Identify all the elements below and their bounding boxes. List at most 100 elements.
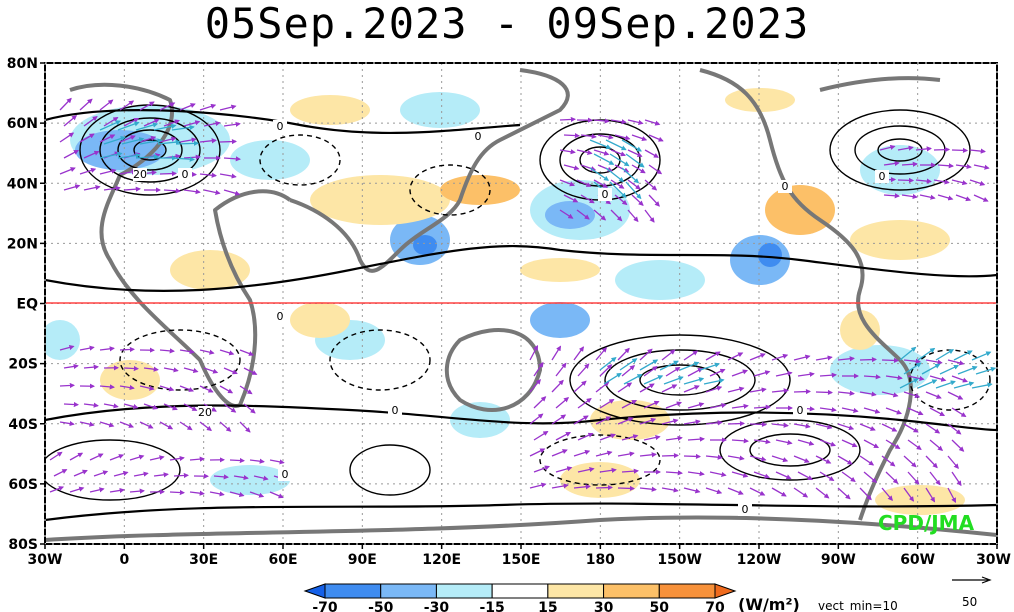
wind-vector	[623, 374, 643, 385]
wind-vector	[63, 401, 80, 408]
wind-vector	[595, 381, 610, 393]
wind-vector	[661, 349, 676, 361]
wind-vector	[617, 382, 633, 393]
wind-vector	[975, 366, 997, 375]
wind-vector	[837, 455, 853, 465]
lon-tick-label: 30E	[189, 552, 218, 568]
wind-vector	[103, 403, 119, 409]
contour-label-bg	[273, 310, 287, 323]
wind-vector	[563, 132, 581, 139]
wind-vector	[597, 164, 613, 172]
wind-vector	[929, 407, 946, 417]
wind-vector	[179, 348, 195, 355]
wind-vector	[169, 455, 185, 462]
wind-vector	[610, 209, 623, 222]
wind-vector	[879, 144, 896, 151]
wind-vector	[199, 138, 217, 144]
contour-labels: 20 0 0 0 0 0 20 0 0 0 0 0 0	[133, 120, 889, 516]
wind-vector	[771, 455, 789, 463]
wind-vector	[951, 439, 965, 452]
contour-label-bg	[875, 170, 889, 183]
wind-vector	[59, 382, 76, 389]
wind-vector	[621, 434, 639, 441]
wind-vector	[705, 487, 723, 495]
wind-vector	[123, 186, 141, 192]
wind-vector	[179, 103, 196, 111]
wind-vector	[915, 178, 932, 184]
wind-vector	[573, 380, 587, 393]
wind-vector	[605, 167, 625, 183]
wind-vector	[951, 407, 967, 418]
wind-vector	[63, 149, 80, 159]
wind-vector	[625, 153, 645, 168]
wind-vector	[903, 487, 915, 502]
lon-tick-label: 30W	[976, 552, 1011, 568]
wind-vector	[99, 120, 122, 131]
wind-vector	[249, 458, 265, 464]
wind-vector	[199, 349, 215, 355]
legend-level-label: -15	[479, 600, 504, 612]
wind-vector	[797, 471, 814, 481]
wind-vector	[199, 172, 217, 178]
lat-tick-label: 60N	[7, 116, 38, 132]
wind-vector	[109, 454, 125, 461]
wind-vector	[797, 371, 815, 377]
wind-vector	[925, 455, 938, 469]
legend-level-label: 70	[705, 600, 725, 612]
wind-vector	[159, 170, 178, 177]
wind-vector	[815, 423, 833, 430]
wind-vector	[639, 486, 657, 492]
wind-vector	[119, 100, 135, 111]
wind-vector	[580, 194, 595, 204]
wind-vector	[609, 153, 630, 167]
wind-vector	[159, 385, 175, 392]
legend-level-label: -50	[368, 600, 394, 612]
wind-vector	[683, 487, 701, 494]
wind-vector	[63, 184, 81, 191]
wind-vector	[589, 139, 612, 150]
wind-vector	[79, 133, 95, 143]
wind-vector	[947, 359, 965, 366]
wind-vector	[819, 372, 837, 378]
wind-vector	[83, 150, 100, 159]
wind-vector	[659, 360, 679, 371]
wind-vector	[243, 403, 256, 414]
wind-vector	[59, 167, 76, 175]
wind-vector	[610, 119, 627, 125]
wind-vector	[614, 134, 631, 141]
wind-vector	[49, 451, 63, 461]
legend-color-box	[435, 583, 493, 599]
wind-vector	[559, 209, 574, 219]
wind-vector	[921, 363, 941, 375]
wind-vector	[643, 434, 661, 441]
wind-vector	[169, 489, 186, 496]
wind-vector	[837, 487, 851, 500]
wind-vector	[79, 98, 93, 111]
wind-vector	[885, 439, 901, 450]
lat-tick-label: EQ	[17, 297, 39, 313]
wind-vector	[593, 153, 615, 165]
wind-vector	[59, 132, 75, 143]
wind-vector	[661, 384, 678, 393]
wind-vector	[899, 378, 919, 389]
wind-vector	[143, 366, 159, 372]
wind-vector	[939, 364, 960, 375]
wind-vector	[771, 353, 789, 361]
wind-vector	[143, 118, 160, 127]
wind-vector	[639, 452, 657, 458]
wind-vector	[665, 401, 683, 409]
wind-vector	[841, 471, 856, 483]
wind-vector	[683, 377, 705, 385]
wind-vector	[929, 375, 947, 382]
wind-vector	[648, 134, 664, 142]
reference-vector-label: 50	[962, 595, 977, 609]
legend-color-box	[658, 583, 716, 599]
wind-vector	[179, 137, 197, 143]
wind-vector	[233, 474, 249, 481]
wind-vector	[89, 453, 104, 461]
lon-tick-label: 60E	[268, 552, 297, 568]
wind-vector	[203, 120, 221, 127]
wind-vector	[243, 367, 258, 375]
wind-vector	[139, 138, 163, 145]
wind-vector	[793, 423, 811, 429]
